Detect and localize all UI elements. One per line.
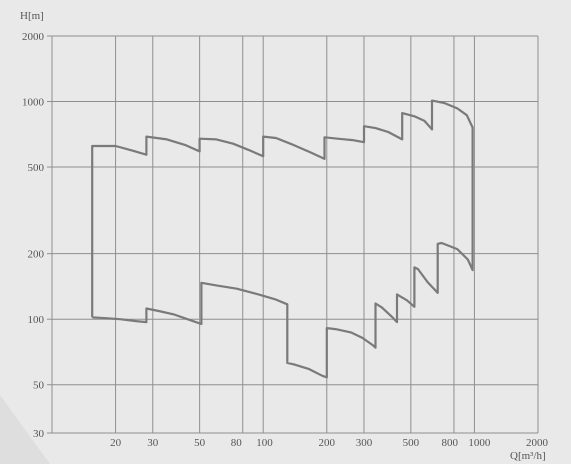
performance-envelope — [91, 99, 474, 379]
x-axis-label: Q[m³/h] — [510, 450, 546, 462]
corner-shade — [0, 395, 50, 464]
x-tick-label: 50 — [194, 437, 206, 449]
x-tick-label: 500 — [403, 437, 420, 449]
grid — [47, 35, 539, 434]
x-tick-label: 200 — [319, 437, 336, 449]
y-tick-label: 200 — [28, 249, 45, 261]
tick-labels: 30 50 100 200 500 1000 2000 20 30 50 80 100 200 300 50… — [22, 31, 549, 449]
x-tick-label: 2000 — [526, 437, 549, 449]
x-tick-label: 80 — [231, 437, 243, 449]
y-axis-label: H[m] — [20, 10, 44, 22]
y-tick-label: 1000 — [22, 97, 45, 109]
x-tick-label: 30 — [147, 437, 159, 449]
y-tick-label: 100 — [28, 314, 45, 326]
x-tick-label: 20 — [110, 437, 122, 449]
y-tick-label: 2000 — [22, 31, 45, 43]
x-tick-label: 800 — [441, 437, 458, 449]
envelope-line — [91, 99, 474, 379]
x-tick-label: 300 — [356, 437, 373, 449]
y-tick-label: 30 — [33, 428, 45, 440]
x-tick-label: 100 — [256, 437, 273, 449]
y-tick-label: 50 — [33, 380, 45, 392]
x-tick-label: 1000 — [468, 437, 491, 449]
y-tick-label: 500 — [28, 162, 45, 174]
